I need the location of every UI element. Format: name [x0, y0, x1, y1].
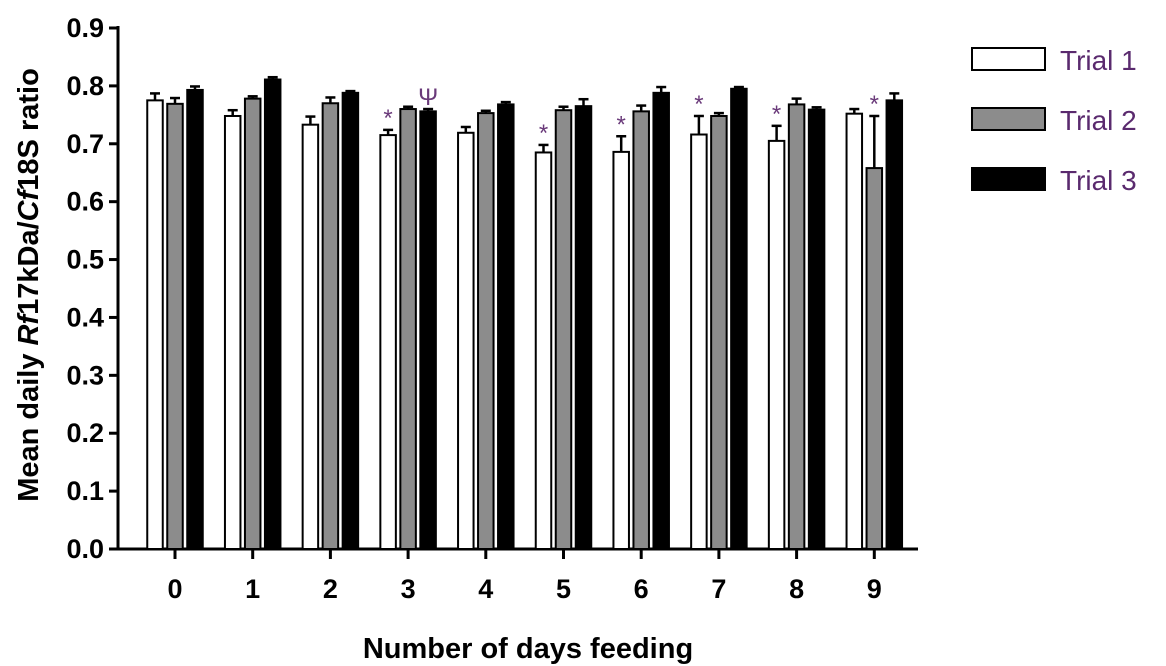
bar-trial-3	[885, 99, 904, 550]
x-tick-label: 0	[167, 574, 182, 604]
legend: Trial 1 Trial 2 Trial 3	[971, 45, 1137, 196]
bar-trial-2	[865, 167, 884, 550]
bar-trial-1	[379, 134, 397, 550]
legend-swatch	[971, 47, 1046, 71]
bar-trial-2	[787, 103, 806, 550]
bar-trial-1	[534, 151, 553, 550]
bar-trial-2	[632, 110, 650, 551]
x-tick-label: 6	[634, 574, 649, 604]
x-tick-label: 1	[245, 574, 260, 604]
y-tick-label: 0.6	[66, 187, 104, 217]
significance-marker: *	[383, 105, 392, 132]
bar-trial-3	[419, 110, 437, 551]
bar-trial-1	[301, 123, 320, 551]
y-tick-label: 0.9	[66, 13, 104, 43]
x-tick-label: 4	[478, 574, 493, 604]
bar-trial-1	[690, 133, 708, 550]
x-tick-label: 9	[867, 574, 882, 604]
y-tick-label: 0.1	[66, 476, 104, 506]
significance-marker: *	[870, 91, 879, 118]
bar-trial-2	[243, 97, 262, 550]
bar-trial-2	[710, 114, 728, 550]
bar-trial-1	[457, 131, 475, 550]
legend-label: Trial 3	[1060, 165, 1137, 196]
bar-trial-1	[612, 150, 630, 550]
bar-trial-3	[730, 87, 748, 551]
x-tick-label: 8	[789, 574, 804, 604]
significance-marker: *	[694, 91, 703, 118]
y-tick-label: 0.5	[66, 245, 104, 275]
bar-trial-2	[477, 112, 495, 550]
x-tick-label: 3	[401, 574, 416, 604]
bar-trial-2	[399, 108, 417, 551]
bar-trial-1	[767, 139, 786, 550]
y-tick-label: 0.4	[66, 302, 104, 332]
bar-trial-3	[497, 103, 515, 550]
bar-trial-3	[652, 91, 670, 551]
bar-trial-3	[263, 78, 282, 550]
y-axis-title: Mean daily Rf17kDa/Cf18S ratio	[13, 68, 45, 502]
y-tick-label: 0.7	[66, 129, 104, 159]
significance-marker: *	[539, 120, 548, 147]
bar-trial-2	[554, 109, 573, 551]
y-tick-label: 0.8	[66, 71, 104, 101]
bar-trial-1	[845, 112, 864, 550]
bar-trial-3	[807, 108, 826, 551]
plot-area: 0.0 0.1 0.2 0.3 0.4 0.5 0.6 0.7 0.8 0.9 0 1 2 3 4 5 6 7 8 9…	[66, 13, 918, 604]
x-tick-label: 5	[556, 574, 571, 604]
y-tick-label: 0.2	[66, 418, 104, 448]
x-tick-label: 7	[711, 574, 726, 604]
bar-trial-1	[146, 99, 164, 550]
bar-trial-3	[574, 105, 593, 551]
legend-label: Trial 2	[1060, 105, 1137, 136]
bar-trial-2	[166, 102, 184, 550]
bar-trial-1	[223, 114, 242, 550]
bar-trial-3	[186, 88, 204, 551]
legend-swatch	[971, 167, 1046, 191]
x-tick-label: 2	[323, 574, 338, 604]
significance-marker: Ψ	[418, 84, 438, 111]
bar-trial-3	[341, 91, 360, 551]
significance-marker: *	[617, 111, 626, 138]
y-tick-label: 0.3	[66, 360, 104, 390]
legend-swatch	[971, 107, 1046, 131]
significance-marker: *	[772, 101, 781, 128]
y-tick-label: 0.0	[66, 534, 104, 564]
legend-label: Trial 1	[1060, 45, 1137, 76]
bar-trial-2	[321, 102, 340, 550]
x-axis-title: Number of days feeding	[363, 633, 693, 665]
